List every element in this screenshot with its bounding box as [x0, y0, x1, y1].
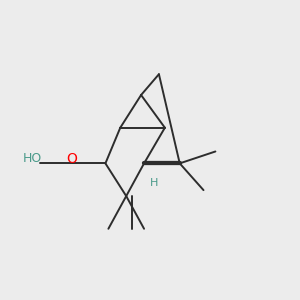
- Text: HO: HO: [23, 152, 42, 165]
- Text: H: H: [150, 178, 159, 188]
- Text: O: O: [66, 152, 77, 166]
